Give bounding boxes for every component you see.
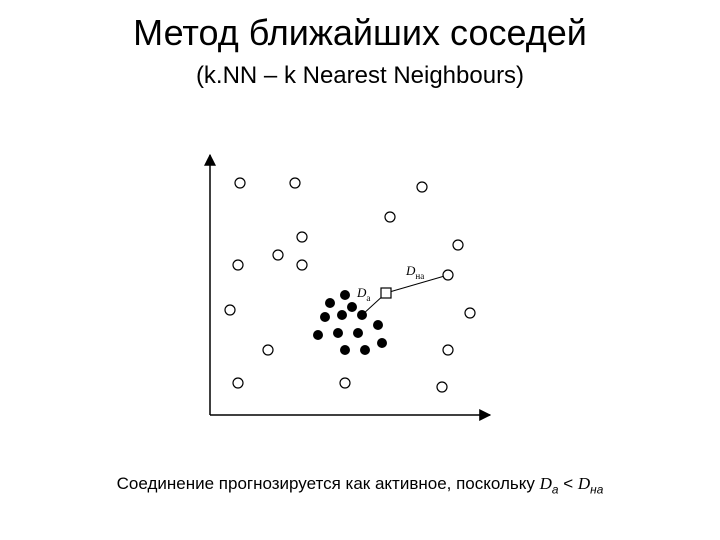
svg-text:Dна: Dна (405, 263, 424, 281)
slide-subtitle: (k.NN – k Nearest Neighbours) (0, 62, 720, 90)
knn-chart: Dа Dна (190, 135, 510, 435)
knn-chart-svg: Dа Dна (190, 135, 510, 435)
caption-text: Соединение прогнозируется как активное, … (0, 474, 720, 496)
svg-text:Dа: Dа (356, 285, 370, 303)
slide-title: Метод ближайших соседей (0, 12, 720, 54)
slide: Метод ближайших соседей (k.NN – k Neares… (0, 0, 720, 540)
